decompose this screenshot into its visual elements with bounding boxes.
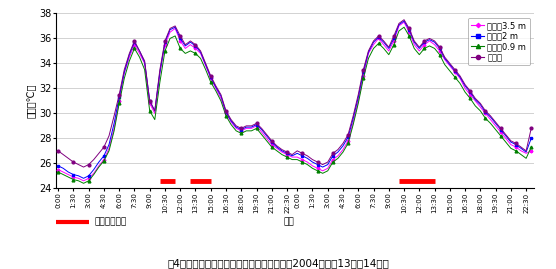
Text: 細霧冷房運転: 細霧冷房運転	[95, 217, 127, 226]
Text: 時刻: 時刻	[284, 217, 295, 226]
Y-axis label: 気温（℃）: 気温（℃）	[26, 84, 36, 118]
Text: 围4　細霧冷房を運転した日の気温の変化（2004年７月13日、14日）: 围4 細霧冷房を運転した日の気温の変化（2004年７月13日、14日）	[167, 258, 389, 268]
Legend: 高軒高3.5 m, 高軒高2 m, 高軒高0.9 m, 外気温: 高軒高3.5 m, 高軒高2 m, 高軒高0.9 m, 外気温	[468, 17, 530, 65]
